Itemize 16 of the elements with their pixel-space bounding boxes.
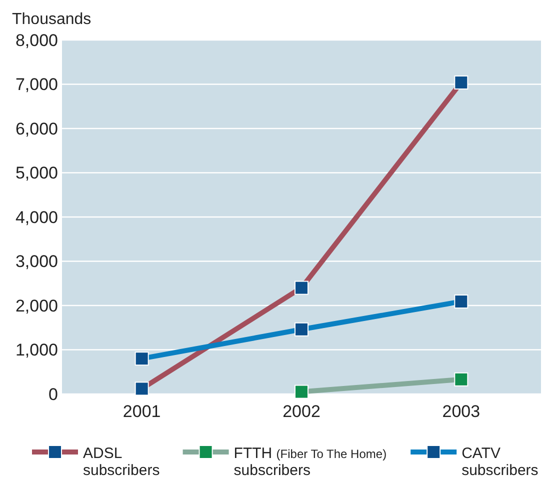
y-tick-label: 1,000 [15, 340, 58, 360]
y-tick-label: 7,000 [15, 75, 58, 94]
x-tick-label: 2001 [122, 402, 161, 421]
x-tick-label: 2002 [282, 402, 320, 421]
y-tick-label: 3,000 [15, 252, 58, 272]
legend-label: ADSL subscribers [83, 445, 160, 479]
legend-label: CATV subscribers [462, 445, 538, 479]
legend-label: FTTH (Fiber To The Home) subscribers [234, 445, 387, 479]
y-axis-title: Thousands [12, 11, 92, 28]
y-tick-label: 4,000 [15, 208, 58, 227]
y-tick-label: 2,000 [15, 296, 58, 316]
y-tick-label: 8,000 [15, 30, 58, 50]
y-tick-label: 6,000 [15, 119, 58, 138]
y-tick-label: 5,000 [15, 164, 58, 183]
x-tick-label: 2003 [442, 402, 480, 421]
y-tick-label: 0 [48, 384, 58, 404]
